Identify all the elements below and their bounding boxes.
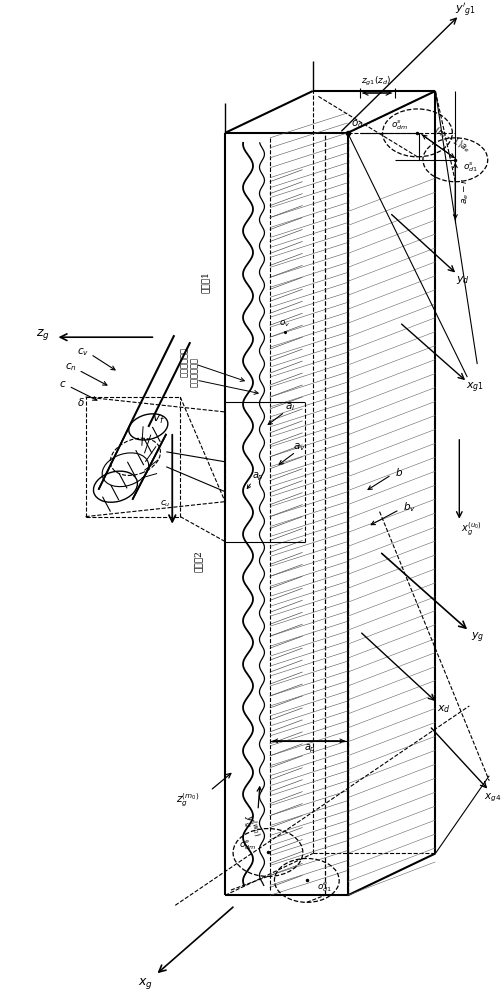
Text: $o_{d1}^e$: $o_{d1}^e$	[317, 881, 332, 894]
Text: $o_{dm}^s$: $o_{dm}^s$	[391, 118, 408, 132]
Text: $a_p$: $a_p$	[304, 743, 316, 755]
Text: $a_e-r$: $a_e-r$	[460, 177, 471, 204]
Text: $z_g$: $z_g$	[36, 327, 49, 342]
Text: $c_v$: $c_v$	[77, 346, 89, 358]
Text: $a_v$: $a_v$	[293, 441, 306, 453]
Text: $y_g$: $y_g$	[471, 631, 484, 645]
Text: $b_v$: $b_v$	[403, 500, 416, 514]
Text: $c$: $c$	[59, 379, 67, 389]
Text: $y'_{g1}$: $y'_{g1}$	[455, 2, 476, 19]
Text: $o_v$: $o_v$	[279, 319, 291, 329]
Text: $x_{g4}$: $x_{g4}$	[484, 791, 501, 804]
Text: $(m-1)a_e$: $(m-1)a_e$	[430, 124, 472, 155]
Text: 设计加工表面: 设计加工表面	[191, 357, 199, 387]
Text: $y_g^{(w_0)}$: $y_g^{(w_0)}$	[238, 812, 262, 839]
Text: $x_g^{(u_0)}$: $x_g^{(u_0)}$	[461, 521, 482, 538]
Text: 侧立面2: 侧立面2	[194, 551, 203, 572]
Text: 实际加工表面: 实际加工表面	[181, 347, 189, 377]
Text: 侧立面1: 侧立面1	[201, 271, 210, 293]
Text: $x_d$: $x_d$	[437, 703, 451, 715]
Text: $z_{g1}(z_d)$: $z_{g1}(z_d)$	[361, 75, 392, 88]
Text: $\delta$: $\delta$	[77, 396, 85, 408]
Text: $o_{d1}^s$: $o_{d1}^s$	[463, 160, 478, 174]
Text: $x_{g1}$: $x_{g1}$	[466, 381, 484, 395]
Text: $o_{dm}^e$: $o_{dm}^e$	[239, 839, 257, 852]
Text: $o_g$: $o_g$	[351, 119, 364, 131]
Text: $a_i$: $a_i$	[285, 401, 295, 413]
Text: $b$: $b$	[396, 466, 404, 478]
Text: $v_f$: $v_f$	[152, 413, 165, 426]
Text: $a_p$: $a_p$	[252, 471, 264, 483]
Text: $c_n$: $c_n$	[65, 361, 77, 373]
Text: $y_d$: $y_d$	[457, 274, 470, 286]
Text: $x_g$: $x_g$	[138, 976, 153, 991]
Text: $z_g^{(m_0)}$: $z_g^{(m_0)}$	[176, 792, 200, 809]
Text: $c_u$: $c_u$	[160, 498, 171, 509]
